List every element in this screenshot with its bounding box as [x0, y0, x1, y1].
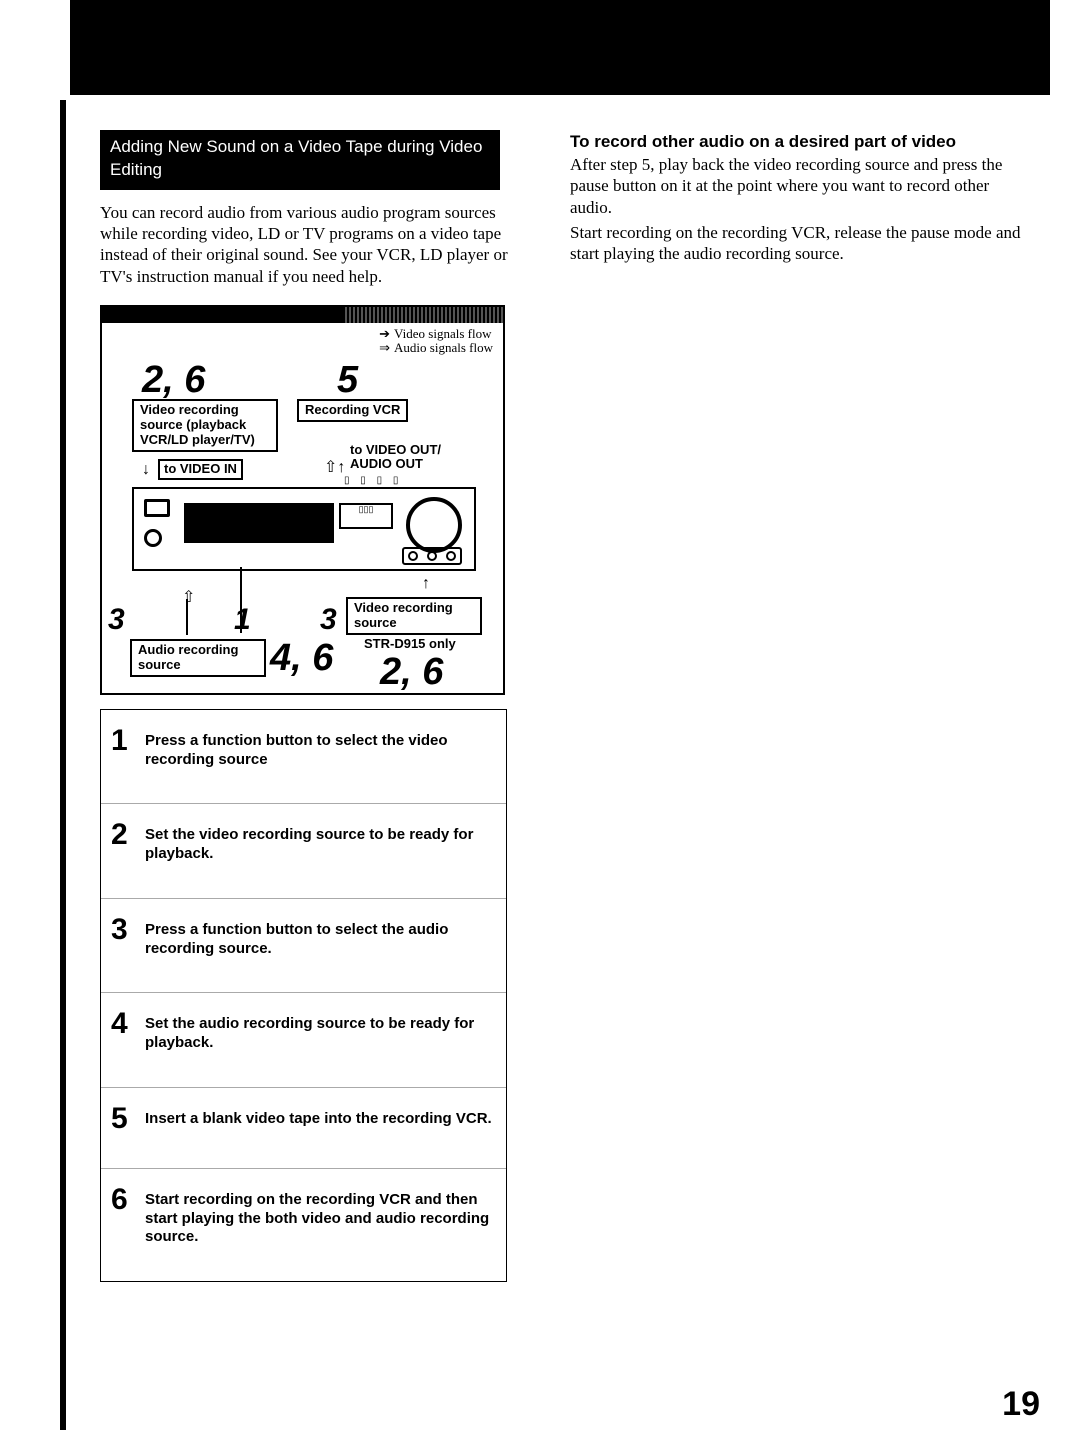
right-paragraph-1: After step 5, play back the video record…	[570, 154, 1030, 218]
step-row: 6 Start recording on the recording VCR a…	[101, 1168, 506, 1281]
wiring-diagram: Video signals flow Audio signals flow 2,…	[100, 305, 505, 695]
right-paragraph-2: Start recording on the recording VCR, re…	[570, 222, 1030, 265]
section-title: Adding New Sound on a Video Tape during …	[100, 130, 500, 190]
diagram-top-strip	[102, 307, 503, 323]
left-column: Adding New Sound on a Video Tape during …	[100, 130, 530, 1282]
right-heading: To record other audio on a desired part …	[570, 132, 1030, 152]
label-to-video-in: to VIDEO IN	[158, 459, 243, 480]
callout-3-right: 3	[320, 603, 337, 637]
callout-2-6-bottom: 2, 6	[380, 651, 443, 694]
step-text: Press a function button to select the vi…	[145, 726, 492, 770]
box-audio-recording-source: Audio recording source	[130, 639, 266, 677]
step-text: Set the video recording source to be rea…	[145, 820, 492, 864]
volume-knob-icon	[406, 497, 462, 553]
step-number: 6	[111, 1185, 145, 1215]
unit-display: ▯▯▯	[339, 503, 393, 529]
box-recording-vcr: Recording VCR	[297, 399, 408, 422]
arrow-up-solid-icon: ↑	[422, 575, 430, 593]
step-text: Set the audio recording source to be rea…	[145, 1009, 492, 1053]
arrow-up-open-icon: ⇧	[182, 587, 195, 607]
unit-left-controls	[144, 499, 170, 547]
step-text: Press a function button to select the au…	[145, 915, 492, 959]
page-number: 19	[1002, 1385, 1040, 1424]
page-content: Adding New Sound on a Video Tape during …	[100, 130, 1050, 1282]
intro-paragraph: You can record audio from various audio …	[100, 202, 530, 287]
header-black-bar	[70, 0, 1050, 95]
legend-audio: Audio signals flow	[379, 341, 493, 355]
right-column: To record other audio on a desired part …	[570, 130, 1030, 1282]
callout-5: 5	[337, 359, 358, 402]
diagram-line	[240, 567, 242, 633]
callout-2-6-top: 2, 6	[142, 359, 205, 402]
unit-top-dots: ▯ ▯ ▯ ▯	[344, 475, 402, 486]
step-row: 2 Set the video recording source to be r…	[101, 803, 506, 898]
step-number: 4	[111, 1009, 145, 1039]
step-number: 5	[111, 1104, 145, 1134]
signal-legend: Video signals flow Audio signals flow	[379, 327, 493, 356]
callout-1: 1	[234, 603, 251, 637]
step-row: 4 Set the audio recording source to be r…	[101, 992, 506, 1087]
label-to-video-out: to VIDEO OUT/ AUDIO OUT	[350, 443, 470, 472]
arrow-down-icon: ↓	[142, 461, 150, 479]
unit-jacks	[402, 547, 462, 565]
legend-video: Video signals flow	[379, 327, 493, 341]
label-model-note: STR-D915 only	[364, 637, 456, 651]
binding-edge	[60, 100, 66, 1430]
callout-3-left: 3	[108, 603, 125, 637]
diagram-line	[186, 599, 188, 635]
callout-4-6: 4, 6	[270, 637, 333, 680]
box-video-recording-source-top: Video recording source (playback VCR/LD …	[132, 399, 278, 452]
step-text: Insert a blank video tape into the recor…	[145, 1104, 492, 1129]
step-row: 5 Insert a blank video tape into the rec…	[101, 1087, 506, 1168]
receiver-unit: ▯▯▯ ▯ ▯ ▯ ▯	[132, 487, 476, 571]
step-number: 2	[111, 820, 145, 850]
procedure-steps: 1 Press a function button to select the …	[100, 709, 507, 1282]
right-body: After step 5, play back the video record…	[570, 154, 1030, 264]
arrow-updown-icon: ⇧↑	[324, 457, 345, 477]
manual-page: Adding New Sound on a Video Tape during …	[30, 0, 1050, 1440]
box-video-recording-source-bottom: Video recording source	[346, 597, 482, 635]
step-text: Start recording on the recording VCR and…	[145, 1185, 492, 1247]
step-number: 1	[111, 726, 145, 756]
step-number: 3	[111, 915, 145, 945]
step-row: 3 Press a function button to select the …	[101, 898, 506, 993]
step-row: 1 Press a function button to select the …	[101, 710, 506, 804]
